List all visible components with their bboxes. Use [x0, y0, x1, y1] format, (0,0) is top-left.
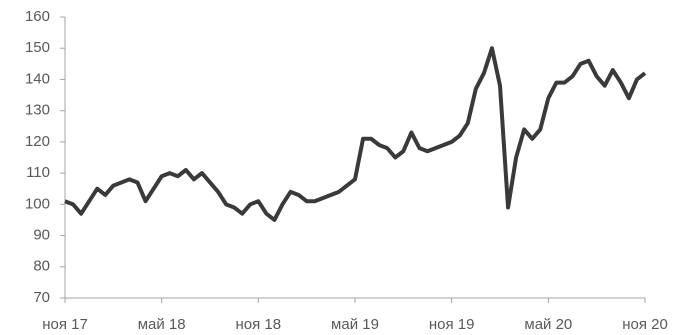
- x-tick-label: ноя 17: [42, 316, 88, 333]
- y-tick-label: 110: [26, 164, 50, 181]
- x-tick-label: май 19: [331, 316, 379, 333]
- y-tick-label: 80: [33, 258, 50, 275]
- y-tick-label: 130: [25, 102, 50, 119]
- y-tick-label: 150: [25, 39, 50, 56]
- line: [64, 46, 647, 222]
- y-tick-label: 120: [25, 133, 50, 150]
- x-tick-label: ноя 18: [236, 316, 282, 333]
- x-tick-label: ноя 19: [429, 316, 475, 333]
- x-tick-label: ноя 20: [622, 316, 668, 333]
- y-tick-label: 140: [25, 70, 50, 87]
- y-tick-label: 70: [33, 289, 50, 306]
- x-tick-label: май 18: [138, 316, 186, 333]
- y-tick-label: 100: [25, 195, 50, 212]
- y-tick-label: 160: [25, 8, 50, 25]
- y-tick-label: 90: [33, 227, 50, 244]
- x-tick-label: май 20: [524, 316, 572, 333]
